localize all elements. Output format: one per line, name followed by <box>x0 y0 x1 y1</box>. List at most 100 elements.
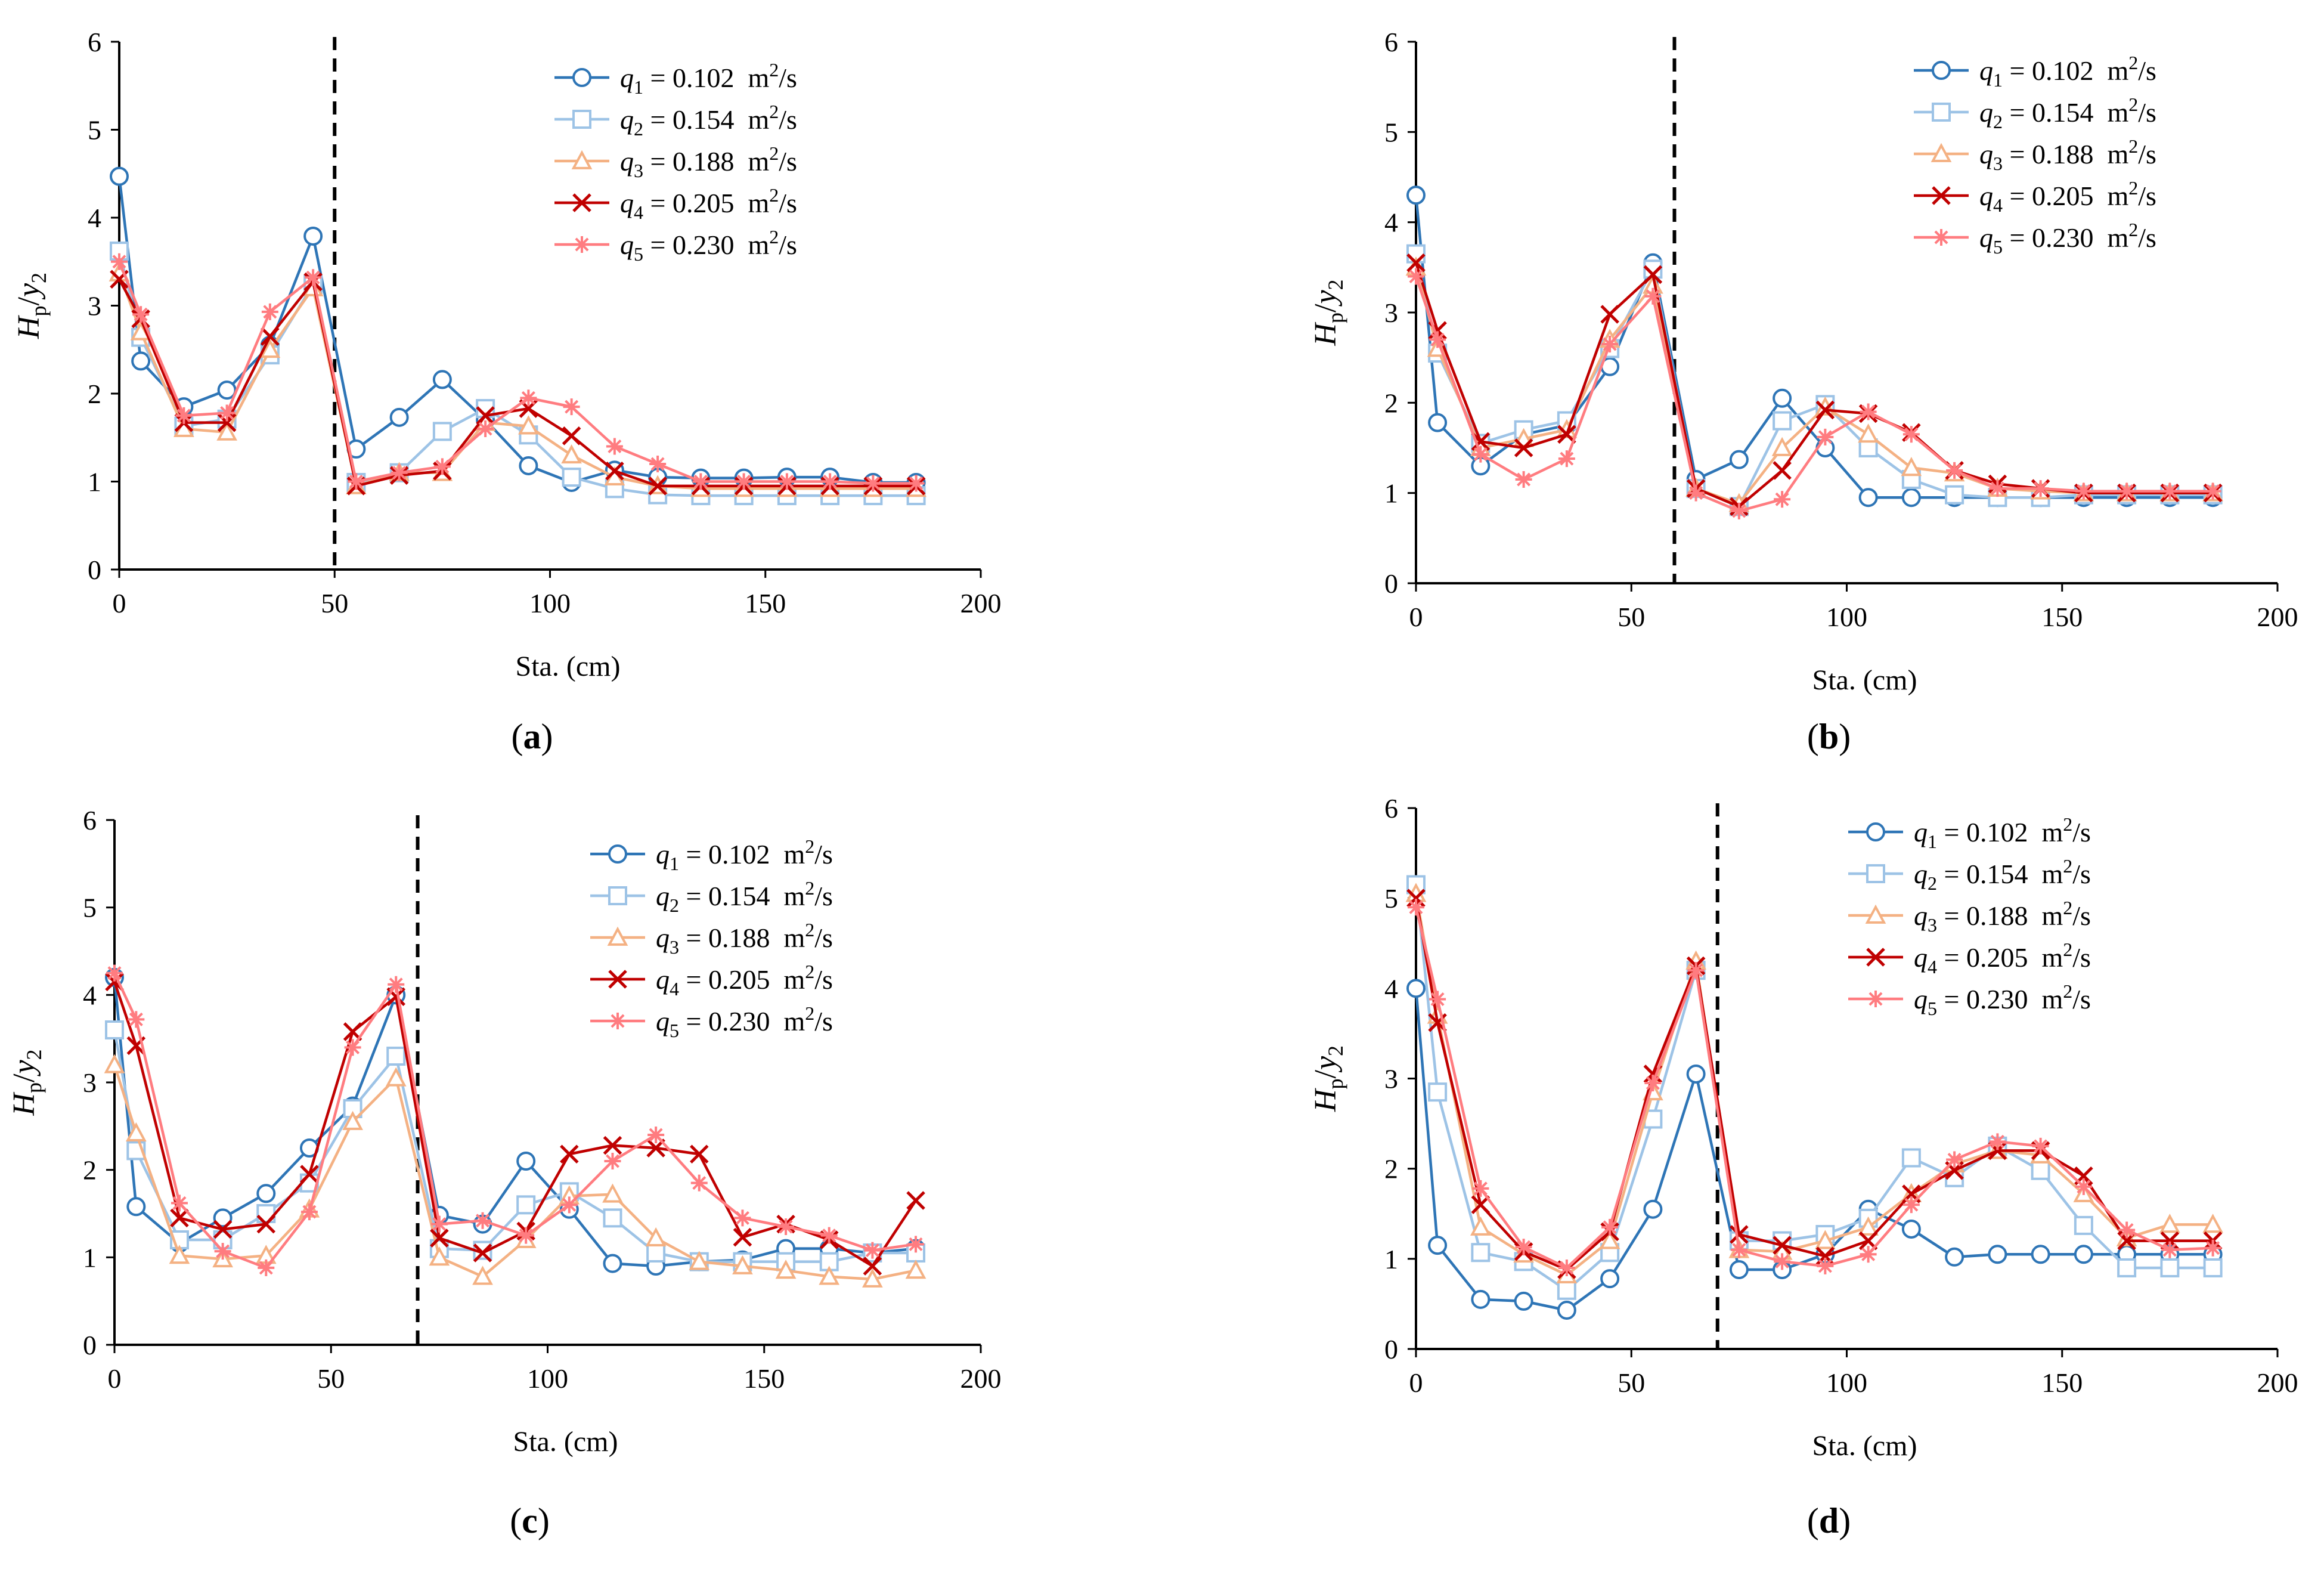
data-point-q5 <box>348 473 365 490</box>
data-point-q4 <box>430 1229 449 1248</box>
data-point-q4 <box>603 1135 622 1155</box>
text-part: q <box>620 188 634 218</box>
legend: q1 = 0.102 m2/sq2 = 0.154 m2/sq3 = 0.188… <box>590 836 833 1041</box>
text-part: = <box>679 881 708 911</box>
text-part: m <box>748 104 769 135</box>
data-point-q4 <box>300 1165 319 1184</box>
data-point-q5 <box>430 1215 448 1233</box>
data-point-q5 <box>1817 428 1834 445</box>
text-part: /s <box>814 964 833 995</box>
legend-label: q2 = 0.154 m2/s <box>1979 94 2156 132</box>
data-point-q3 <box>472 1265 493 1285</box>
data-point-q5 <box>1817 1257 1834 1274</box>
text-part: p <box>22 1082 46 1093</box>
legend-label: q5 = 0.230 m2/s <box>620 226 797 265</box>
text-part: 2 <box>1324 1045 1347 1056</box>
text-part: = <box>2003 55 2032 86</box>
data-point-q5 <box>305 269 322 286</box>
data-point-q2 <box>1901 1148 1921 1168</box>
x-tick-label: 100 <box>527 1363 568 1394</box>
data-point-q3 <box>518 415 539 435</box>
data-point-q5 <box>1687 962 1705 979</box>
text-part: 0.230 <box>708 1006 770 1036</box>
text-part: ( <box>1807 717 1819 756</box>
data-point-q5 <box>520 389 537 407</box>
text-part: ( <box>510 1501 522 1540</box>
text-part <box>2093 222 2107 253</box>
text-part: 5 <box>1993 236 2003 258</box>
text-part: = <box>1937 817 1966 847</box>
x-tick-label: 200 <box>960 588 1002 618</box>
series-q5 <box>106 964 925 1276</box>
data-point-q2 <box>2160 1258 2180 1277</box>
text-part: q <box>1914 817 1928 847</box>
series-q5 <box>111 253 925 492</box>
series-q4 <box>1406 889 2223 1279</box>
data-point-q5 <box>649 456 667 472</box>
data-point-q2 <box>2074 1215 2093 1235</box>
text-part: 0.205 <box>673 188 735 218</box>
text-part: = <box>1937 942 1966 973</box>
text-part: q <box>1914 901 1928 931</box>
legend-label: q5 = 0.230 m2/s <box>1914 980 2091 1019</box>
data-point-q5 <box>1989 1133 2006 1150</box>
text-part: 0.102 <box>2032 55 2094 86</box>
legend: q1 = 0.102 m2/sq2 = 0.154 m2/sq3 = 0.188… <box>1848 813 2091 1019</box>
x-axis-title: Sta. (cm) <box>1812 664 1917 696</box>
text-part: 2 <box>2128 135 2138 157</box>
data-point-q2 <box>2031 1161 2050 1180</box>
data-point-q1 <box>126 1197 146 1217</box>
data-point-q2 <box>1773 411 1792 431</box>
x-tick-label: 0 <box>108 1363 122 1394</box>
text-part: 0.188 <box>1966 901 2028 931</box>
text-part: 0.230 <box>1966 984 2028 1014</box>
data-point-q3 <box>429 1246 450 1266</box>
x-tick-label: 100 <box>529 588 571 618</box>
data-point-q5 <box>1515 471 1532 488</box>
text-part: m <box>2041 901 2063 931</box>
data-point-q2 <box>2117 1258 2137 1277</box>
data-point-q3 <box>2159 1214 2180 1233</box>
x-tick-label: 0 <box>1409 1367 1423 1398</box>
text-part: = <box>679 923 708 953</box>
text-part: 3 <box>1993 153 2003 174</box>
text-part: /s <box>2072 942 2091 973</box>
x-tick-label: 100 <box>1826 602 1867 632</box>
legend-entry-q5: q5 = 0.230 m2/s <box>554 226 797 265</box>
text-part: m <box>2107 139 2128 169</box>
data-point-q5 <box>604 1153 621 1169</box>
text-part: /s <box>779 104 797 135</box>
text-part: 2 <box>1324 279 1347 290</box>
text-part <box>734 104 748 135</box>
text-part: q <box>620 104 634 135</box>
series-q2 <box>110 242 926 506</box>
legend-entry-q2: q2 = 0.154 m2/s <box>1914 94 2156 132</box>
data-point-q4 <box>1406 889 1426 908</box>
text-part: 0.188 <box>708 923 770 953</box>
text-part: 0.154 <box>2032 97 2094 128</box>
legend-swatch-marker <box>574 236 590 253</box>
series-line-q3 <box>117 273 916 490</box>
data-point-q1 <box>389 407 409 427</box>
data-point-q1 <box>1514 1291 1533 1311</box>
data-point-q4 <box>1643 265 1663 284</box>
text-part: 0.230 <box>2032 222 2094 253</box>
data-point-q3 <box>819 1265 840 1285</box>
x-tick-label: 50 <box>1617 602 1645 632</box>
data-point-q2 <box>386 1047 406 1066</box>
data-point-q5 <box>132 306 150 323</box>
text-part: = <box>2003 181 2032 211</box>
y-tick-label: 3 <box>83 1067 97 1098</box>
text-part: 0.154 <box>708 881 770 911</box>
data-point-q4 <box>261 327 280 346</box>
series-q5 <box>1408 268 2221 519</box>
text-part <box>770 923 783 953</box>
legend-entry-q5: q5 = 0.230 m2/s <box>590 1002 833 1041</box>
y-tick-label: 6 <box>1384 27 1398 57</box>
text-part: / <box>1309 1069 1343 1078</box>
panel-label: (b) <box>1807 717 1851 756</box>
data-point-q2 <box>105 1020 124 1039</box>
series-line-q2 <box>1414 253 2213 508</box>
data-point-q3 <box>1470 1216 1491 1236</box>
